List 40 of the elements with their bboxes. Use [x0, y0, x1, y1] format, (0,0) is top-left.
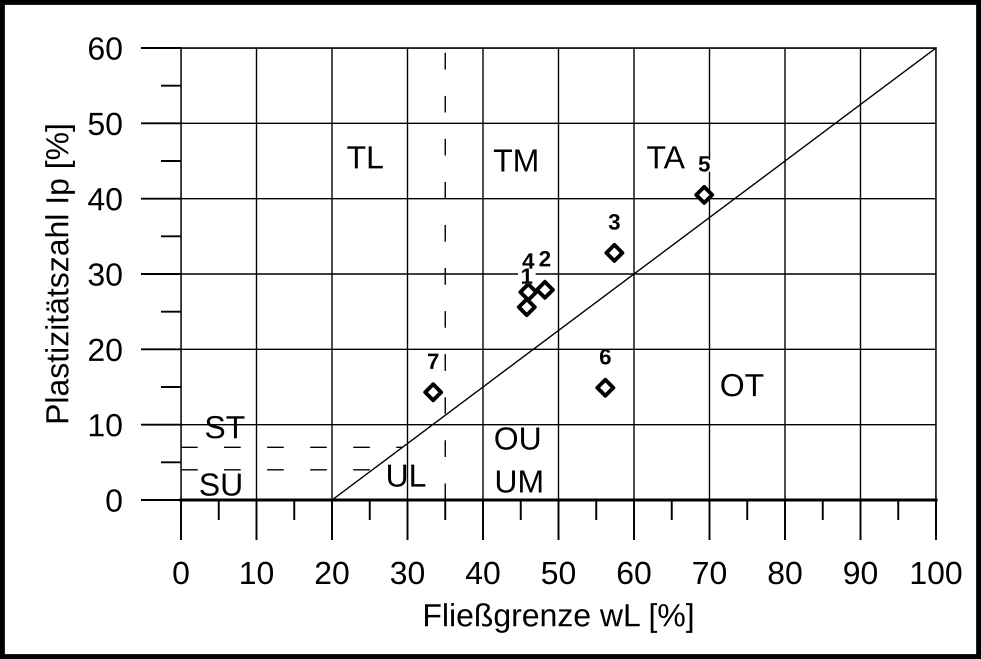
y-tick-label: 30 — [88, 263, 122, 286]
point — [595, 378, 616, 398]
point — [694, 184, 714, 205]
x-tick-label: 40 — [466, 562, 500, 584]
annotation: OT — [721, 374, 764, 396]
annotation: UM — [496, 470, 542, 493]
annotation: TA — [647, 146, 685, 168]
x-tick-label: 90 — [844, 562, 878, 584]
point — [518, 282, 538, 302]
annotation: 5 — [698, 156, 710, 172]
x-tick-label: 80 — [768, 562, 802, 584]
x-tick-label: 20 — [316, 562, 349, 584]
y-tick-label: 0 — [106, 489, 122, 512]
point — [534, 280, 555, 300]
y-tick-label: 50 — [88, 112, 122, 136]
annotation: 1 — [522, 268, 532, 284]
x-tick-label: 10 — [241, 562, 274, 584]
point — [516, 297, 537, 318]
x-tick-label: 70 — [693, 562, 726, 584]
x-tick-label: 30 — [390, 562, 424, 584]
x-tick-label: 60 — [618, 562, 651, 584]
annotation: SU — [200, 473, 241, 496]
annotation: 2 — [540, 250, 550, 266]
y-tick-label: 10 — [90, 414, 122, 437]
y-tick-label: 60 — [89, 37, 122, 60]
point — [423, 382, 444, 402]
point — [604, 242, 624, 263]
annotation: 7 — [428, 354, 438, 369]
x-tick-label: 100 — [912, 562, 962, 584]
annotation: 4 — [522, 253, 534, 269]
y-axis-title: Plastizitätszahl Ip [%] — [45, 125, 75, 422]
annotation: OU — [495, 427, 540, 450]
y-tick-label: 40 — [88, 188, 122, 211]
annotation: 3 — [608, 214, 620, 230]
x-tick-label: 50 — [542, 562, 576, 584]
x-tick-label: 0 — [173, 562, 189, 584]
y-tick-label: 20 — [89, 338, 122, 362]
annotation: TL — [347, 146, 383, 168]
x-axis-title: Fließgrenze wL [%] — [425, 603, 692, 633]
annotation: TM — [494, 150, 537, 172]
